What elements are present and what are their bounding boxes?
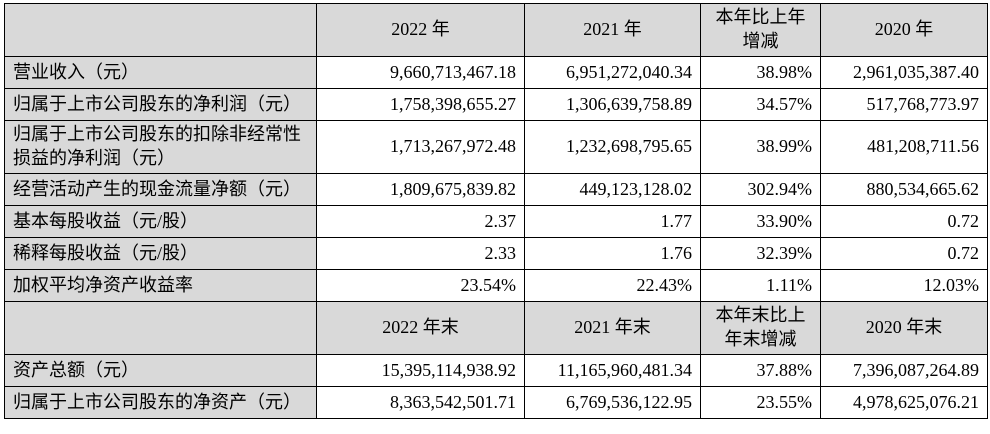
header-2021-yearend: 2021 年末 xyxy=(524,301,701,355)
value-2021: 22.43% xyxy=(524,269,701,302)
value-change: 37.88% xyxy=(700,354,821,387)
row-label: 经营活动产生的现金流量净额（元） xyxy=(4,173,317,206)
table-row-revenue: 营业收入（元） 9,660,713,467.18 6,951,272,040.3… xyxy=(4,56,988,89)
value-change: 33.90% xyxy=(700,205,821,238)
value-2021: 1,306,639,758.89 xyxy=(524,88,701,121)
value-2022: 1,758,398,655.27 xyxy=(316,88,525,121)
table-row-operating-cash-flow: 经营活动产生的现金流量净额（元） 1,809,675,839.82 449,12… xyxy=(4,173,988,206)
value-2021: 449,123,128.02 xyxy=(524,173,701,206)
row-label: 资产总额（元） xyxy=(4,354,317,387)
value-2020: 880,534,665.62 xyxy=(820,173,988,206)
value-2020: 4,978,625,076.21 xyxy=(820,386,988,419)
row-label: 归属于上市公司股东的净资产（元） xyxy=(4,386,317,419)
table-row-net-profit-excl-nonrecurring: 归属于上市公司股东的扣除非经常性损益的净利润（元） 1,713,267,972.… xyxy=(4,120,988,174)
value-change: 23.55% xyxy=(700,386,821,419)
financial-summary-table: 2022 年 2021 年 本年比上年增减 2020 年 营业收入（元） 9,6… xyxy=(4,3,988,419)
value-2020: 7,396,087,264.89 xyxy=(820,354,988,387)
header-2022-yearend: 2022 年末 xyxy=(316,301,525,355)
row-label: 归属于上市公司股东的扣除非经常性损益的净利润（元） xyxy=(4,120,317,174)
value-change: 302.94% xyxy=(700,173,821,206)
value-2022: 15,395,114,938.92 xyxy=(316,354,525,387)
value-change: 34.57% xyxy=(700,88,821,121)
table-row-total-assets: 资产总额（元） 15,395,114,938.92 11,165,960,481… xyxy=(4,354,988,387)
document-page: 2022 年 2021 年 本年比上年增减 2020 年 营业收入（元） 9,6… xyxy=(4,3,988,419)
row-label: 稀释每股收益（元/股） xyxy=(4,237,317,270)
value-change: 38.99% xyxy=(700,120,821,174)
value-2022: 23.54% xyxy=(316,269,525,302)
row-label: 基本每股收益（元/股） xyxy=(4,205,317,238)
value-2020: 12.03% xyxy=(820,269,988,302)
table-row-net-profit: 归属于上市公司股东的净利润（元） 1,758,398,655.27 1,306,… xyxy=(4,88,988,121)
table-header-row-yearend: 2022 年末 2021 年末 本年末比上年末增减 2020 年末 xyxy=(4,301,988,355)
value-2022: 1,713,267,972.48 xyxy=(316,120,525,174)
row-label: 加权平均净资产收益率 xyxy=(4,269,317,302)
table-row-diluted-eps: 稀释每股收益（元/股） 2.33 1.76 32.39% 0.72 xyxy=(4,237,988,270)
row-label: 归属于上市公司股东的净利润（元） xyxy=(4,88,317,121)
header-2022: 2022 年 xyxy=(316,3,525,57)
value-2020: 517,768,773.97 xyxy=(820,88,988,121)
value-change: 32.39% xyxy=(700,237,821,270)
value-2020: 2,961,035,387.40 xyxy=(820,56,988,89)
header-yearend-change: 本年末比上年末增减 xyxy=(700,301,821,355)
value-2022: 8,363,542,501.71 xyxy=(316,386,525,419)
header-2020-yearend: 2020 年末 xyxy=(820,301,988,355)
value-2021: 11,165,960,481.34 xyxy=(524,354,701,387)
table-row-weighted-avg-roe: 加权平均净资产收益率 23.54% 22.43% 1.11% 12.03% xyxy=(4,269,988,302)
header-blank-cell xyxy=(4,301,317,355)
value-2021: 1.77 xyxy=(524,205,701,238)
table-header-row-annual: 2022 年 2021 年 本年比上年增减 2020 年 xyxy=(4,3,988,57)
value-change: 38.98% xyxy=(700,56,821,89)
header-yoy-change: 本年比上年增减 xyxy=(700,3,821,57)
table-row-basic-eps: 基本每股收益（元/股） 2.37 1.77 33.90% 0.72 xyxy=(4,205,988,238)
header-2020: 2020 年 xyxy=(820,3,988,57)
value-2020: 481,208,711.56 xyxy=(820,120,988,174)
value-2020: 0.72 xyxy=(820,205,988,238)
row-label: 营业收入（元） xyxy=(4,56,317,89)
header-2021: 2021 年 xyxy=(524,3,701,57)
value-change: 1.11% xyxy=(700,269,821,302)
value-2022: 2.37 xyxy=(316,205,525,238)
header-blank-cell xyxy=(4,3,317,57)
value-2022: 9,660,713,467.18 xyxy=(316,56,525,89)
value-2021: 6,951,272,040.34 xyxy=(524,56,701,89)
value-2021: 1,232,698,795.65 xyxy=(524,120,701,174)
value-2021: 6,769,536,122.95 xyxy=(524,386,701,419)
value-2022: 1,809,675,839.82 xyxy=(316,173,525,206)
value-2020: 0.72 xyxy=(820,237,988,270)
value-2022: 2.33 xyxy=(316,237,525,270)
value-2021: 1.76 xyxy=(524,237,701,270)
table-row-net-assets: 归属于上市公司股东的净资产（元） 8,363,542,501.71 6,769,… xyxy=(4,386,988,419)
